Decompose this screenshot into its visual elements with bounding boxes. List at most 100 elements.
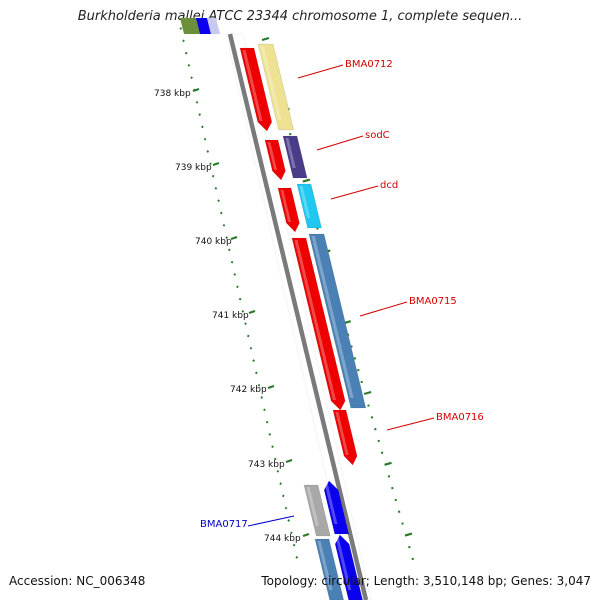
gene-bar-dcd-cyan-shine xyxy=(299,186,311,218)
scale-dot xyxy=(228,248,231,252)
kbp-tick xyxy=(212,161,220,167)
scale-dot xyxy=(209,162,212,166)
outer-scale-tick xyxy=(387,475,391,478)
gene-label-dcd[interactable]: dcd xyxy=(380,180,398,191)
outer-scale-tick xyxy=(302,178,311,183)
outer-scale-tick xyxy=(370,416,374,419)
gene-bar-BMA0717-gray-shine xyxy=(306,487,319,526)
scale-dot xyxy=(184,51,188,55)
scale-dot xyxy=(260,396,264,399)
gene-bar-BMA0716-red[interactable] xyxy=(332,409,358,466)
gene-bar-dcd-cyan[interactable] xyxy=(296,183,322,229)
gene-bar-BMA0715-red[interactable] xyxy=(291,237,346,411)
scale-dot xyxy=(203,137,207,141)
gene-label-BMA0717[interactable]: BMA0717 xyxy=(200,519,248,530)
scale-dot xyxy=(257,383,261,387)
scale-dot xyxy=(292,543,296,547)
gene-label-BMA0715[interactable]: BMA0715 xyxy=(409,296,457,307)
scale-dot xyxy=(246,334,250,338)
outer-scale-tick xyxy=(384,461,392,466)
gene-bar-BMA0712-red-shine xyxy=(242,50,263,121)
gene-bar-BMA0715-steel[interactable] xyxy=(308,233,367,409)
leader-BMA0712 xyxy=(297,64,344,79)
scale-dot xyxy=(219,211,223,215)
outer-scale-tick xyxy=(401,522,404,525)
scale-dot xyxy=(236,285,239,289)
kbp-tick xyxy=(302,532,310,538)
outer-scale-tick xyxy=(397,510,401,513)
scale-dot xyxy=(279,482,282,485)
scale-dot xyxy=(190,76,193,80)
gene-features xyxy=(239,43,367,600)
gene-label-BMA0712[interactable]: BMA0712 xyxy=(345,59,393,70)
gene-feature-blue-top xyxy=(196,18,211,34)
gene-bar-sodC-purple-shine xyxy=(285,138,296,168)
leader-BMA0717 xyxy=(247,515,295,527)
label-leader-lines xyxy=(247,64,435,527)
gene-bar-sodC-purple[interactable] xyxy=(282,135,308,179)
scale-dot xyxy=(268,433,272,436)
kbp-label-743: 743 kbp xyxy=(248,460,285,470)
scale-dot xyxy=(211,174,215,178)
gene-bar-BMA0717-gray[interactable] xyxy=(303,484,331,537)
scale-dot xyxy=(187,64,191,67)
scale-dot xyxy=(206,150,210,153)
scale-dot xyxy=(195,100,199,104)
outer-scale-tick xyxy=(404,532,413,537)
gene-label-sodC[interactable]: sodC xyxy=(365,130,390,141)
kbp-label-740: 740 kbp xyxy=(195,237,232,247)
scale-dot xyxy=(233,273,237,276)
kbp-tick xyxy=(192,87,200,93)
scale-dot xyxy=(255,371,258,375)
scale-dot xyxy=(276,469,280,473)
outer-scale-tick xyxy=(391,486,394,490)
backbone-line xyxy=(227,33,369,600)
scale-dot xyxy=(252,359,255,362)
gene-bar-BMA0717-blue-shine xyxy=(324,483,338,524)
gene-bar-BMA0717-blue[interactable] xyxy=(323,480,350,535)
scale-dot xyxy=(244,322,247,326)
gene-bar-BMA0715-steel-shine xyxy=(311,236,354,398)
gene-bar-BMA0716-red-shine xyxy=(335,412,349,455)
gene-bar-sodC-red[interactable] xyxy=(264,139,286,181)
kbp-label-738: 738 kbp xyxy=(154,89,191,99)
scale-dot xyxy=(271,445,274,449)
gene-bar-sodC-red-shine xyxy=(267,142,278,170)
gene-bar-BMA0712-red[interactable] xyxy=(239,47,273,132)
kbp-tick xyxy=(285,458,293,464)
gene-feature-lavender-top xyxy=(207,18,220,34)
kbp-label-739: 739 kbp xyxy=(175,163,212,173)
outer-scale-tick xyxy=(380,451,384,454)
scale-dot xyxy=(281,494,285,498)
outer-scale-tick xyxy=(261,36,270,42)
scale-dot xyxy=(182,39,185,43)
scale-dot xyxy=(225,236,228,239)
scale-dot xyxy=(263,408,266,412)
outer-scale-tick xyxy=(353,357,357,360)
scale-dot xyxy=(295,556,299,559)
gene-label-BMA0716[interactable]: BMA0716 xyxy=(436,412,484,423)
leader-sodC xyxy=(316,135,364,151)
gene-bar-bottom-steel-shine xyxy=(317,541,333,590)
scale-dot xyxy=(198,113,202,116)
gene-bar-BMA0712-yellow[interactable] xyxy=(257,43,295,131)
outer-scale-tick xyxy=(357,368,360,372)
gene-bar-bottom-steel[interactable] xyxy=(314,538,344,600)
kbp-label-741: 741 kbp xyxy=(212,311,249,321)
outer-scale-tick xyxy=(360,380,363,384)
gene-bar-dcd-red-shine xyxy=(280,190,292,222)
scale-dot xyxy=(290,531,293,535)
kbp-tick xyxy=(267,384,275,390)
outer-scale-tick xyxy=(408,545,411,549)
scale-dot xyxy=(214,187,218,190)
outer-scale-tick xyxy=(374,427,377,431)
outer-scale-tick xyxy=(367,404,370,407)
leader-BMA0715 xyxy=(359,301,408,317)
scale-dot xyxy=(201,125,204,129)
outer-scale-tick xyxy=(288,132,292,136)
gene-bar-bottom-blue[interactable] xyxy=(334,534,363,600)
gene-bar-dcd-red[interactable] xyxy=(277,187,300,233)
sequence-stats-text: Topology: circular; Length: 3,510,148 bp… xyxy=(261,574,591,588)
